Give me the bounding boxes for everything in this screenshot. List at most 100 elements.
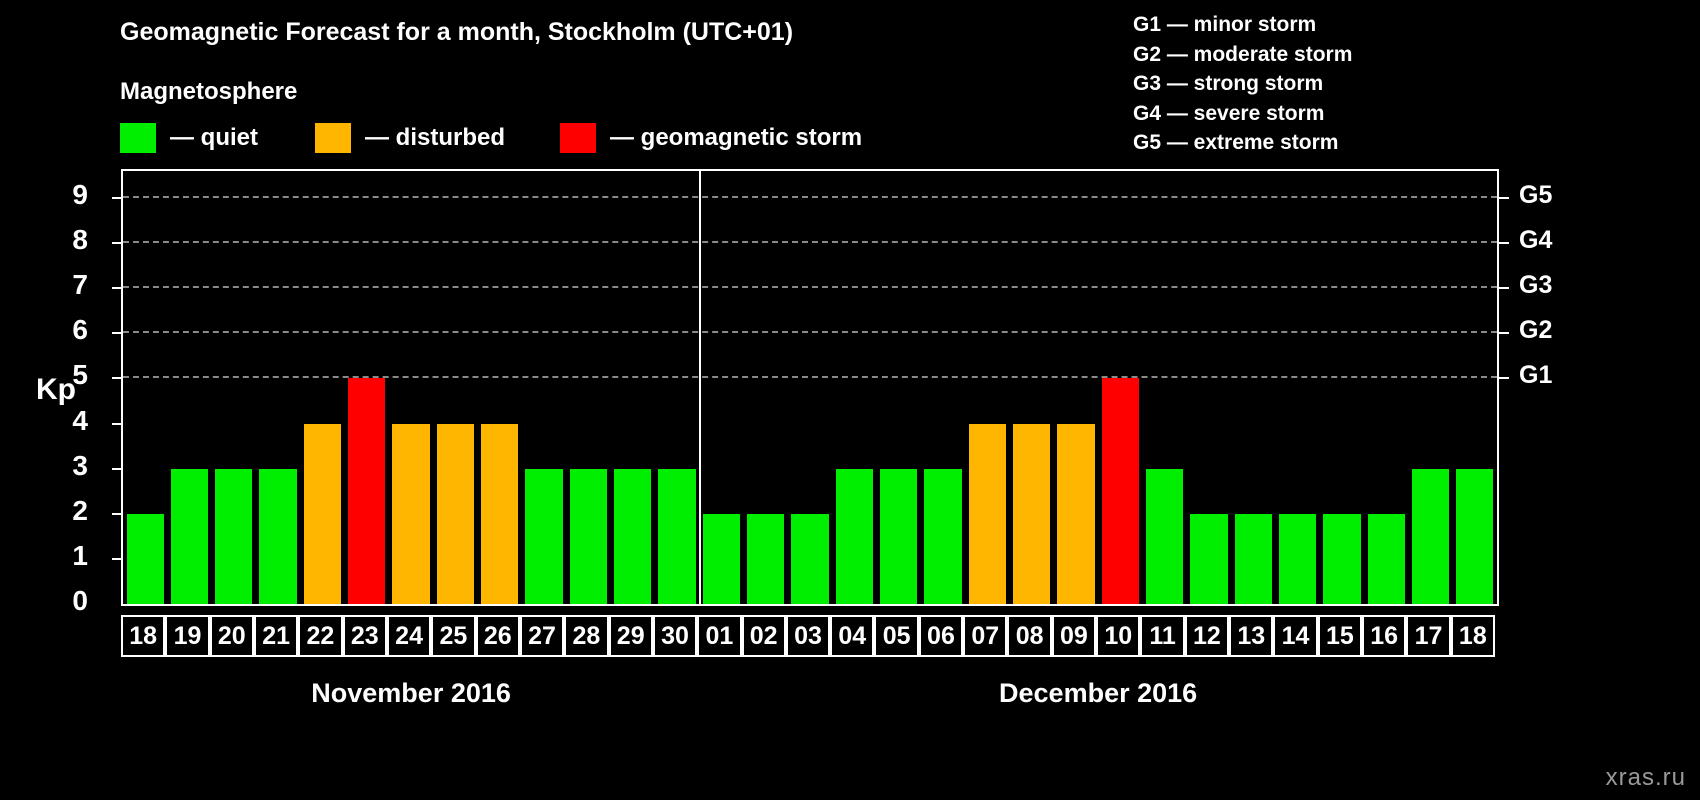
- day-label-13: 13: [1229, 615, 1274, 657]
- gridline-kp-8: [123, 241, 1497, 244]
- bar-day-16: [1367, 513, 1405, 604]
- bar-day-27: [525, 468, 563, 604]
- bar-day-11: [1145, 468, 1184, 604]
- legend-swatch-disturbed: [315, 123, 351, 153]
- bar-day-06: [924, 468, 962, 604]
- g-tick-label-g5: G5: [1519, 181, 1553, 210]
- bar-day-17: [1411, 468, 1450, 604]
- month-label-2: December 2016: [999, 678, 1198, 708]
- day-label-21: 21: [253, 615, 299, 657]
- g-tick-label-g4: G4: [1519, 226, 1553, 255]
- day-label-23: 23: [342, 615, 387, 657]
- day-label-10: 10: [1096, 615, 1141, 657]
- storm-scale-line-g3: G3 — strong storm: [1133, 72, 1324, 95]
- day-label-09: 09: [1051, 615, 1097, 657]
- day-label-18: 18: [121, 615, 166, 657]
- g-tick-label-g1: G1: [1519, 361, 1553, 390]
- bar-day-19: [170, 468, 209, 604]
- day-label-24: 24: [386, 615, 432, 657]
- day-label-25: 25: [431, 615, 476, 657]
- y-tick-mark-1: [112, 557, 121, 560]
- y-tick-label-2: 2: [72, 494, 88, 526]
- bar-series: [123, 171, 1497, 604]
- bar-day-22: [303, 423, 342, 604]
- day-label-15: 15: [1317, 615, 1363, 657]
- g-tick-mark-g4: [1499, 242, 1509, 245]
- day-label-06: 06: [918, 615, 964, 657]
- bar-day-24: [392, 423, 430, 604]
- day-label-18: 18: [1450, 615, 1495, 657]
- bar-day-14: [1278, 513, 1317, 604]
- day-label-02: 02: [741, 615, 786, 657]
- day-label-20: 20: [209, 615, 254, 657]
- day-axis: 18 19 20 21 22 23 24 25 26 27 28 29 30 01 02 03 04 05 06 07…: [121, 615, 1495, 657]
- y-tick-label-5: 5: [72, 359, 88, 391]
- watermark: xras.ru: [1605, 764, 1686, 791]
- gridline-kp-7: [123, 286, 1497, 289]
- bar-day-03: [791, 513, 829, 604]
- legend-item-disturbed: — disturbed: [315, 122, 505, 154]
- y-tick-label-4: 4: [72, 404, 88, 436]
- plot-area: [121, 169, 1499, 606]
- day-label-01: 01: [697, 615, 742, 657]
- g-tick-mark-g5: [1499, 197, 1509, 200]
- bar-day-18: [126, 513, 164, 604]
- page-title: Geomagnetic Forecast for a month, Stockh…: [120, 18, 794, 46]
- legend-item-quiet: — quiet: [120, 122, 258, 154]
- day-label-27: 27: [519, 615, 565, 657]
- bar-day-21: [259, 468, 297, 604]
- bar-day-12: [1190, 513, 1228, 604]
- y-tick-label-0: 0: [72, 585, 88, 616]
- gridline-kp-9: [123, 196, 1497, 199]
- legend-item-storm: — geomagnetic storm: [560, 122, 862, 154]
- legend-swatch-quiet: [120, 123, 156, 153]
- day-label-16: 16: [1362, 615, 1407, 657]
- day-label-29: 29: [608, 615, 653, 657]
- day-label-11: 11: [1140, 615, 1185, 657]
- day-label-05: 05: [874, 615, 919, 657]
- bar-day-13: [1234, 513, 1272, 604]
- day-label-04: 04: [830, 615, 875, 657]
- gridline-kp-5: [123, 376, 1497, 379]
- month-label-1: November 2016: [311, 678, 511, 708]
- day-label-28: 28: [564, 615, 609, 657]
- magnetosphere-label: Magnetosphere: [120, 78, 298, 105]
- y-tick-label-6: 6: [72, 314, 88, 346]
- bar-day-02: [747, 513, 785, 604]
- day-label-14: 14: [1273, 615, 1318, 657]
- g-tick-label-g3: G3: [1519, 271, 1553, 300]
- bar-day-25: [436, 423, 475, 604]
- y-tick-mark-2: [112, 512, 121, 515]
- bar-day-01: [702, 513, 740, 604]
- legend-label-quiet: — quiet: [170, 124, 258, 151]
- y-tick-label-3: 3: [72, 449, 88, 481]
- bar-day-08: [1012, 423, 1051, 604]
- y-tick-mark-6: [112, 332, 121, 335]
- bar-day-05: [879, 468, 918, 604]
- y-tick-mark-4: [112, 422, 121, 425]
- day-label-17: 17: [1406, 615, 1451, 657]
- y-tick-label-1: 1: [72, 539, 88, 571]
- y-axis-title: Kp: [36, 373, 76, 406]
- bar-day-23: [348, 378, 386, 604]
- storm-scale-line-g5: G5 — extreme storm: [1133, 131, 1339, 154]
- g-tick-label-g2: G2: [1519, 316, 1553, 345]
- y-tick-mark-8: [112, 242, 121, 245]
- g-tick-mark-g1: [1499, 377, 1509, 380]
- day-label-07: 07: [963, 615, 1008, 657]
- y-tick-label-8: 8: [72, 224, 88, 256]
- bar-day-15: [1323, 513, 1361, 604]
- bar-day-28: [569, 468, 608, 604]
- bar-day-18: [1456, 468, 1494, 604]
- legend-label-disturbed: — disturbed: [365, 124, 506, 151]
- storm-scale-legend: G1 — minor storm G2 — moderate storm G3 — …: [1133, 10, 1352, 158]
- bar-day-10: [1101, 378, 1139, 604]
- g-tick-mark-g2: [1499, 332, 1509, 335]
- y-tick-mark-3: [112, 467, 121, 470]
- day-label-22: 22: [298, 615, 343, 657]
- y-tick-mark-9: [112, 197, 121, 200]
- legend-label-storm: — geomagnetic storm: [610, 124, 863, 151]
- bar-day-04: [835, 468, 873, 604]
- bar-day-26: [481, 423, 519, 604]
